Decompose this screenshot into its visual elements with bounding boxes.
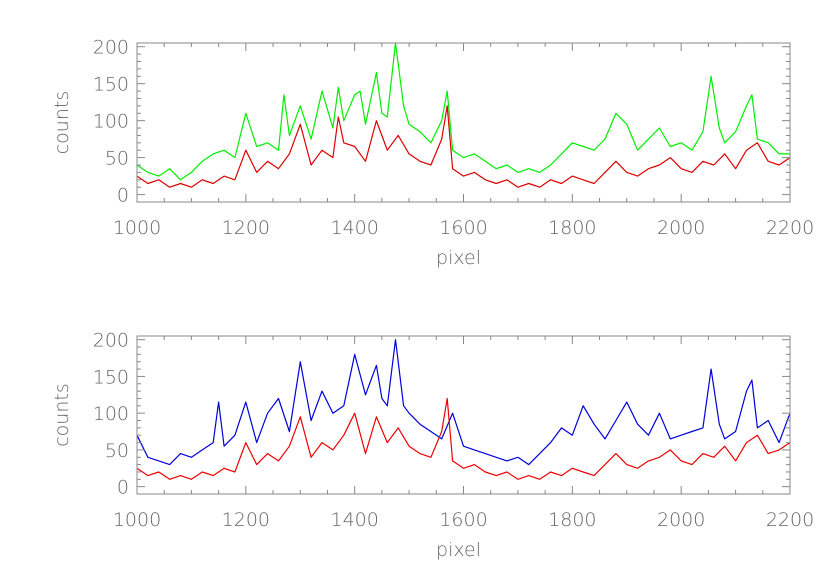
series-line-1-1 xyxy=(136,397,791,480)
series-line-1-0 xyxy=(136,339,791,466)
bottom-panel: 1000 1200 1400 1600 1800 2000 2200 0 50 100 150 200… xyxy=(51,330,814,561)
x-tick-label: 2000 xyxy=(657,217,705,239)
x-tick-label: 1000 xyxy=(113,509,161,531)
y-tick-label: 100 xyxy=(93,403,129,425)
x-tick-label: 1200 xyxy=(222,509,270,531)
y-axis-label: counts xyxy=(51,91,73,155)
x-tick-label: 2000 xyxy=(657,509,705,531)
x-tick-label: 2200 xyxy=(766,509,814,531)
y-tick-label: 0 xyxy=(117,477,129,499)
x-tick-label: 1600 xyxy=(439,217,487,239)
y-tick-label: 100 xyxy=(93,111,129,133)
x-tick-label: 1200 xyxy=(222,217,270,239)
y-tick-label: 150 xyxy=(93,366,129,388)
y-tick-label: 200 xyxy=(93,37,129,59)
y-tick-label: 0 xyxy=(117,185,129,207)
y-axis-label: counts xyxy=(51,383,73,447)
x-tick-label: 1600 xyxy=(439,509,487,531)
y-tick-label: 150 xyxy=(93,74,129,96)
x-tick-label: 1800 xyxy=(548,217,596,239)
top-panel: 1000 1200 1400 1600 1800 2000 2200 0 50 100 150 200… xyxy=(51,37,814,269)
y-tick-label: 50 xyxy=(105,148,129,170)
series-line-0-0 xyxy=(136,42,790,181)
x-axis-label: pixel xyxy=(436,539,481,561)
y-tick-label: 200 xyxy=(93,330,129,352)
x-tick-label: 1400 xyxy=(330,217,378,239)
x-tick-label: 2200 xyxy=(766,217,814,239)
x-axis-label: pixel xyxy=(436,247,481,269)
series-line-0-1 xyxy=(136,105,791,188)
x-tick-label: 1800 xyxy=(548,509,596,531)
x-tick-label: 1400 xyxy=(330,509,378,531)
y-tick-label: 50 xyxy=(105,440,129,462)
x-tick-label: 1000 xyxy=(113,217,161,239)
